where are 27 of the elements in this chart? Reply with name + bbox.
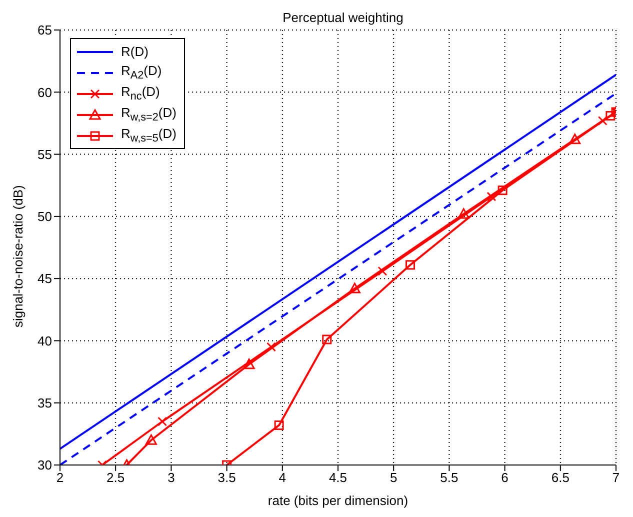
- y-tick-label: 40: [38, 333, 52, 348]
- x-tick-label: 4.5: [328, 470, 348, 486]
- x-tick-label: 6: [501, 470, 508, 486]
- y-tick-label: 55: [38, 146, 52, 162]
- x-axis-title: rate (bits per dimension): [268, 493, 408, 508]
- legend-label: R(D): [121, 44, 148, 59]
- chart-title: Perceptual weighting: [282, 10, 404, 25]
- y-tick-label: 65: [38, 22, 52, 38]
- y-tick-label: 45: [38, 271, 52, 286]
- y-tick-label: 60: [38, 84, 52, 100]
- legend-label: R$_{nc}$(D): [121, 84, 160, 103]
- x-tick-label: 2.5: [106, 470, 125, 486]
- x-tick-label: 7: [612, 470, 620, 486]
- x-tick-label: 3: [168, 470, 175, 486]
- x-tick-label: 6.5: [551, 470, 570, 486]
- legend-label: R$_{w,s=5}$(D): [121, 126, 176, 145]
- y-tick-label: 35: [38, 395, 52, 410]
- x-tick-label: 2: [56, 470, 64, 486]
- y-tick-label: 50: [38, 209, 52, 224]
- y-tick-label: 30: [38, 458, 52, 473]
- x-tick-label: 5: [390, 470, 398, 486]
- x-tick-label: 4: [278, 470, 286, 486]
- y-axis-title: signal-to-noise-ratio (dB): [10, 185, 26, 328]
- x-tick-label: 3.5: [218, 470, 236, 486]
- legend-label: R$_{A2}$(D): [121, 63, 162, 82]
- legend-label: R$_{w,s=2}$(D): [121, 105, 176, 124]
- x-tick-label: 5.5: [440, 470, 458, 486]
